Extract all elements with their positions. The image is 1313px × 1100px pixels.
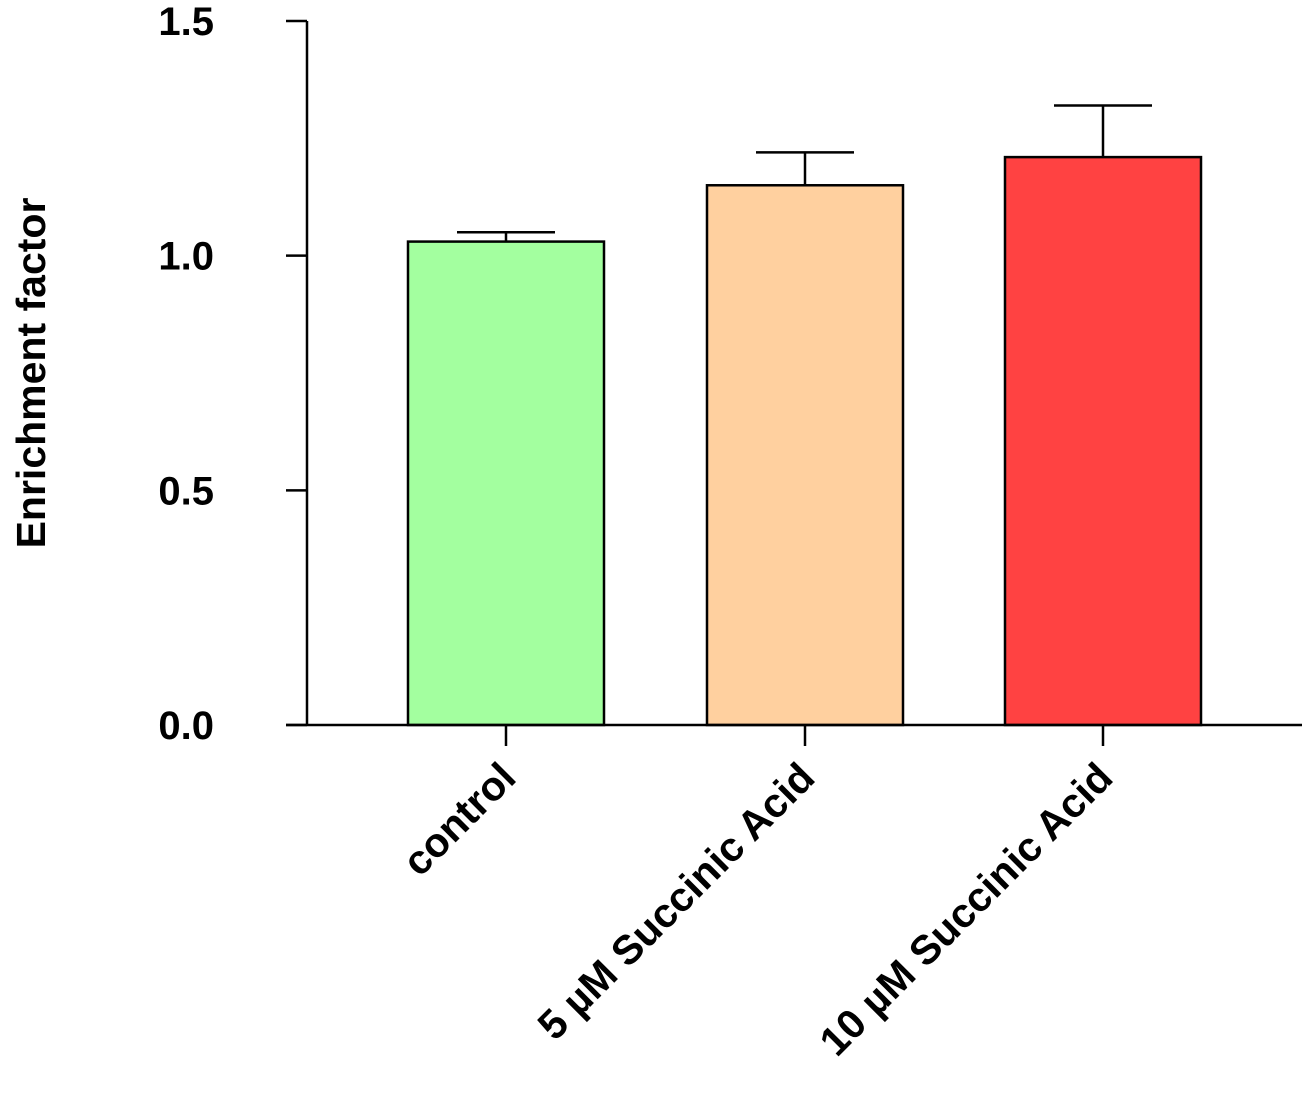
bar-0 [406,240,606,727]
bar-1 [705,184,905,727]
y-axis-title: Enrichment factor [8,198,54,549]
error-bars-layer [457,104,1152,242]
x-tick-label: 10 µM Succinic Acid [811,754,1122,1065]
y-tick-label: 1.0 [158,235,214,279]
error-bar-1 [756,151,854,186]
error-bar-0 [457,230,555,242]
y-tick-label: 0.0 [158,704,214,748]
y-ticks-layer: 0.0 0.5 1.0 1.5 [158,0,307,748]
error-bar-2 [1054,104,1152,158]
bars-layer [406,155,1203,727]
bar-2 [1003,155,1203,727]
x-tick-label: 5 µM Succinic Acid [529,754,824,1049]
y-tick-label: 1.5 [158,0,214,44]
x-tick-label: control [394,754,525,885]
y-tick-label: 0.5 [158,469,214,513]
